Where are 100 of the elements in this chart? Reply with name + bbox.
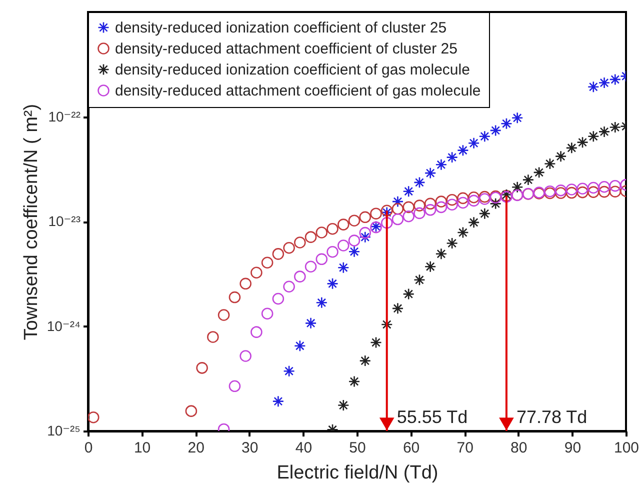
point (435, 158, 448, 171)
point (490, 198, 502, 210)
point (544, 158, 556, 170)
point (304, 317, 317, 330)
x-tick-label: 10 (134, 440, 151, 456)
point (424, 198, 436, 210)
point (446, 194, 458, 206)
point (609, 180, 622, 192)
point (304, 260, 317, 272)
point (380, 318, 393, 330)
point (402, 185, 414, 198)
point (337, 399, 350, 412)
y-tick-label: 10⁻²⁴ (46, 318, 80, 334)
point (468, 216, 480, 228)
x-tick-label: 30 (242, 440, 258, 456)
y-tick-label: 10⁻²⁵ (47, 422, 80, 438)
point (326, 278, 338, 290)
x-tick-label: 0 (84, 440, 93, 456)
point (218, 309, 230, 321)
point (588, 182, 600, 194)
point (609, 186, 622, 198)
point (348, 214, 360, 226)
point (468, 191, 480, 204)
y-tick-label: 10⁻²³ (48, 213, 81, 229)
point (294, 270, 306, 282)
point (446, 237, 458, 250)
point (566, 186, 578, 199)
point (294, 340, 306, 352)
point (392, 302, 404, 314)
point (435, 201, 448, 214)
annotation: 77.78 Td (516, 407, 588, 427)
y-axis-title: Townsend coefficent/N ( m²) (20, 104, 42, 340)
point (185, 405, 198, 417)
legend-label: density-reduced attachment coefficient of cluster 25 (115, 40, 458, 58)
x-tick-label: 80 (510, 440, 528, 456)
point (283, 242, 295, 254)
x-axis-title: Electric field/N (Td) (276, 462, 438, 484)
annotation: 55.55 Td (396, 407, 468, 427)
point (554, 184, 567, 196)
point (326, 246, 338, 258)
point (598, 186, 610, 198)
x-tick-label: 100 (614, 440, 640, 456)
point (414, 176, 426, 188)
point (370, 336, 382, 348)
point (272, 395, 284, 408)
point (272, 292, 284, 305)
point (337, 240, 350, 252)
point (468, 137, 480, 150)
point (392, 202, 404, 215)
point (316, 296, 328, 309)
x-tick-label: 50 (349, 440, 366, 456)
point (272, 248, 284, 260)
point (414, 207, 426, 220)
point (457, 144, 469, 156)
point (424, 260, 436, 272)
point (576, 182, 588, 195)
point (435, 196, 448, 208)
point (240, 350, 252, 362)
point (566, 184, 578, 196)
point (228, 291, 241, 304)
point (337, 218, 350, 230)
point (446, 151, 458, 164)
point (283, 280, 295, 292)
point (359, 226, 372, 239)
point (261, 256, 274, 269)
point (261, 308, 274, 320)
point (359, 354, 372, 367)
point (468, 194, 480, 207)
x-tick-label: 20 (188, 440, 204, 456)
point (240, 278, 252, 290)
point (392, 213, 404, 226)
point (446, 198, 458, 210)
point (228, 380, 241, 392)
point (283, 365, 295, 378)
point (554, 150, 567, 162)
point (598, 181, 610, 193)
point (359, 211, 372, 224)
point (316, 226, 328, 238)
point (457, 226, 469, 238)
legend-label: density-reduced attachment coefficient of gas molecule (115, 82, 481, 100)
point (304, 231, 317, 243)
point (457, 196, 469, 209)
x-tick-label: 60 (402, 440, 420, 456)
point (576, 186, 588, 198)
x-tick-label: 40 (295, 440, 312, 456)
legend-label: density-reduced ionization coefficient of cluster 25 (115, 20, 447, 36)
point (402, 210, 414, 222)
point (326, 223, 338, 235)
point (435, 248, 448, 260)
point (380, 217, 393, 229)
point (402, 288, 414, 300)
point (359, 231, 372, 243)
point (88, 411, 100, 424)
point (348, 246, 360, 258)
point (207, 331, 219, 343)
point (414, 200, 426, 212)
point (533, 166, 545, 178)
point (316, 253, 328, 266)
point (457, 192, 469, 204)
x-tick-label: 70 (456, 440, 474, 456)
